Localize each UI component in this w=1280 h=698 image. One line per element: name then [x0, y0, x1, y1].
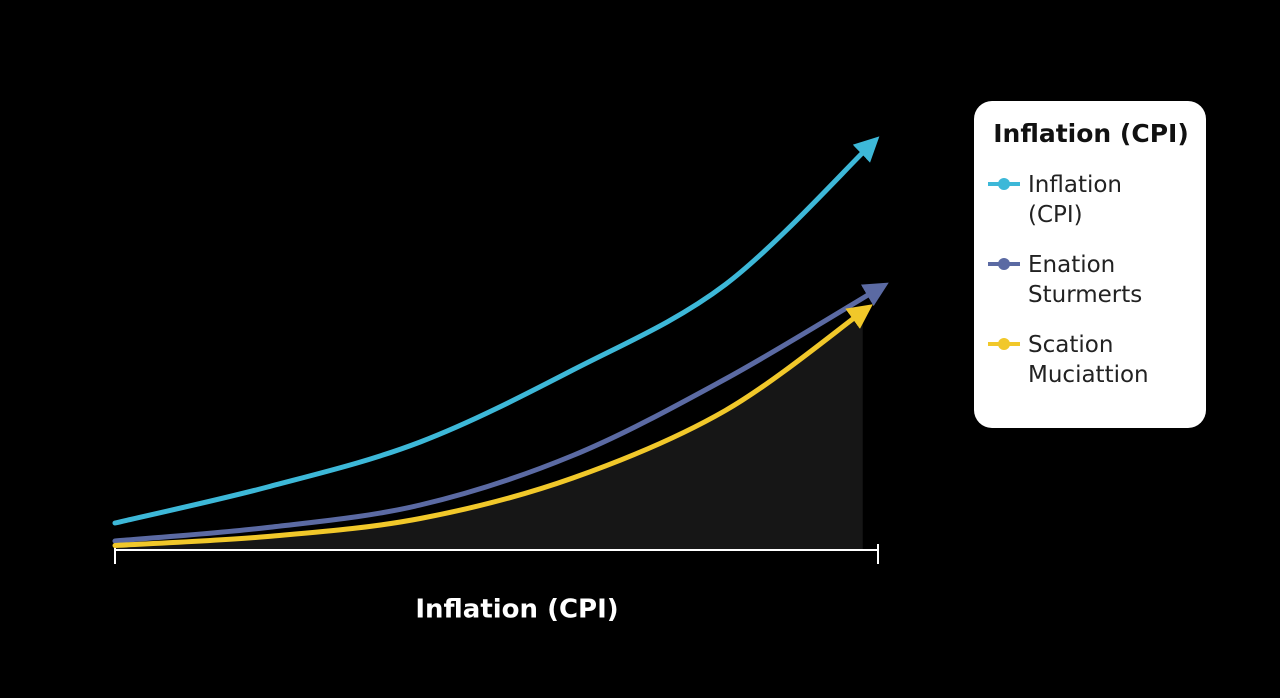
chart: Inflation (CPI) [112, 136, 889, 625]
legend-title: Inflation (CPI) [993, 119, 1189, 148]
legend-swatch [988, 338, 1020, 350]
legend-label: Scation Muciattion [1028, 332, 1149, 388]
legend-swatch [988, 178, 1020, 190]
line-series [112, 304, 873, 548]
legend-entry: Enation Sturmerts [986, 250, 1196, 310]
area [115, 311, 863, 550]
x-axis-title: Inflation (CPI) [415, 595, 618, 625]
legend: Inflation (CPI) Inflation (CPI) Enation S… [974, 101, 1206, 428]
legend-label: Enation Sturmerts [1028, 252, 1143, 308]
legend-swatch [988, 258, 1020, 270]
line-series [112, 136, 880, 526]
line-series [112, 282, 889, 544]
legend-label: Inflation (CPI) [1028, 172, 1122, 228]
legend-entry: Scation Muciattion [986, 330, 1196, 390]
legend-entry: Inflation (CPI) [986, 170, 1196, 230]
